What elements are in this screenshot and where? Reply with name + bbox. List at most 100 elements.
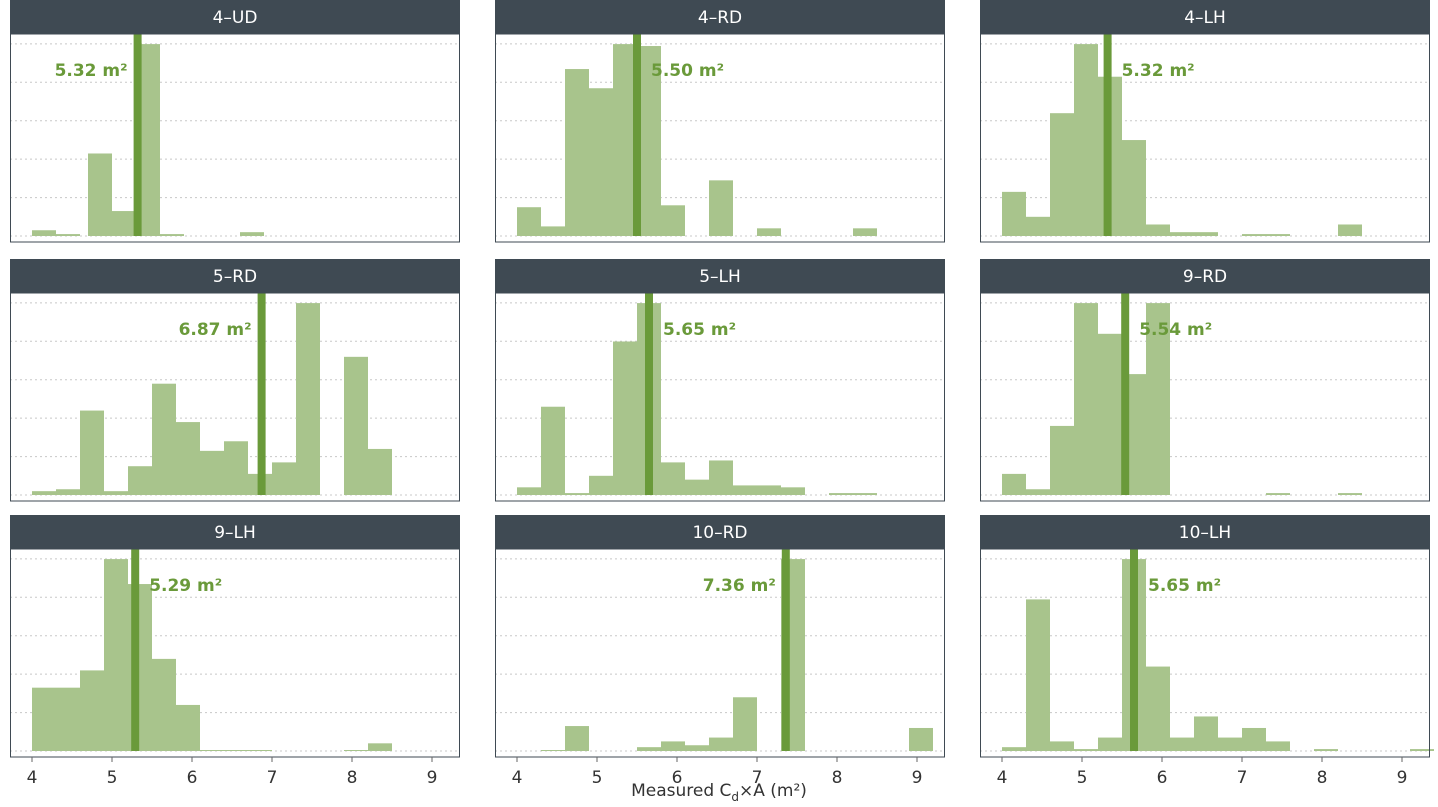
histogram-bar: [1266, 741, 1290, 751]
histogram-bar: [517, 207, 541, 236]
histogram-bar: [661, 462, 685, 495]
mean-label: 7.36 m²: [703, 576, 776, 596]
x-tick-label: 5: [592, 768, 603, 788]
panel-strip: [10, 515, 460, 549]
histogram-bar: [565, 493, 589, 495]
x-tick-label: 4: [997, 768, 1008, 788]
panel-frame: [980, 33, 1430, 243]
mean-label: 6.87 m²: [179, 320, 252, 340]
histogram-bar: [613, 341, 637, 495]
histogram-bar: [1074, 303, 1098, 495]
histogram-bar: [661, 741, 685, 751]
x-tick-label: 9: [1397, 768, 1408, 788]
x-tick-label: 5: [1077, 768, 1088, 788]
panel-4-lh: 4–LH 5.32 m²: [980, 0, 1430, 243]
histogram-bar: [1194, 232, 1218, 236]
histogram-bar: [565, 69, 589, 236]
panel-frame: [10, 548, 460, 758]
histogram-bar: [32, 491, 56, 495]
panel-10-lh: 10–LH 5.65 m²: [980, 515, 1434, 758]
histogram-bar: [1026, 216, 1050, 236]
panel-frame: [495, 292, 945, 502]
x-tick-label: 9: [427, 768, 438, 788]
histogram-bar: [152, 658, 176, 751]
histogram-bar: [1146, 303, 1170, 495]
mean-line: [1103, 34, 1112, 236]
histogram-bar: [1266, 234, 1290, 236]
x-tick-label: 9: [912, 768, 923, 788]
histogram-bar: [1002, 473, 1026, 495]
panel-4-rd: 4–RD 5.50 m²: [495, 0, 945, 243]
histogram-bar: [1074, 749, 1098, 751]
histogram-bar: [541, 750, 565, 751]
histogram-bar: [1026, 599, 1050, 751]
panel-frame: [10, 33, 460, 243]
histogram-bar: [112, 211, 136, 236]
histogram-bar: [853, 228, 877, 236]
histogram-bar: [152, 383, 176, 495]
histogram-bar: [176, 704, 200, 751]
panel-9-rd: 9–RD 5.54 m²: [980, 259, 1430, 502]
histogram-bar: [224, 750, 248, 751]
histogram-bar: [733, 697, 757, 751]
histogram-bar: [1410, 749, 1434, 751]
histogram-bar: [685, 745, 709, 751]
histogram-bar: [1338, 224, 1362, 236]
panel-strip: [495, 515, 945, 549]
histogram-bar: [56, 234, 80, 236]
panel-title: 9–RD: [1183, 267, 1227, 287]
panel-title: 4–LH: [1184, 8, 1226, 28]
panel-strip: [10, 0, 460, 34]
histogram-bar: [1242, 234, 1266, 236]
panel-strip: [10, 259, 460, 293]
mean-line: [781, 549, 790, 751]
histogram-bar: [200, 750, 224, 751]
histogram-bar: [56, 489, 80, 495]
histogram-bar: [541, 226, 565, 236]
x-tick-label: 7: [267, 768, 278, 788]
x-tick-label: 8: [1317, 768, 1328, 788]
histogram-bar: [224, 441, 248, 495]
panel-9-lh: 9–LH 5.29 m²: [10, 515, 460, 758]
x-axis-label: Measured Cd×A (m²): [631, 781, 807, 804]
histogram-bar: [733, 485, 757, 495]
histogram-bar: [1170, 737, 1194, 751]
panel-frame: [980, 548, 1430, 758]
mean-label: 5.32 m²: [55, 61, 128, 81]
histogram-bar: [709, 460, 733, 495]
histogram-bar: [80, 410, 104, 495]
histogram-bar: [829, 493, 853, 495]
panels-layer: 4–UD 5.32 m² 4–RD 5.50 m² 4–LH 5.32 m² 5–RD 6.8…: [10, 0, 1434, 758]
histogram-bar: [1122, 140, 1146, 236]
x-axis-ticks: 4 5 6 7 8 9 4 5 6 7 8 9 4 5 6 7 8 9: [27, 757, 1408, 788]
mean-line: [1130, 549, 1138, 751]
panel-title: 10–LH: [1179, 523, 1231, 543]
histogram-bar: [1146, 666, 1170, 751]
histogram-bar: [296, 303, 320, 495]
histogram-bar: [709, 737, 733, 751]
histogram-bar: [88, 153, 112, 236]
x-tick-label: 5: [107, 768, 118, 788]
histogram-bar: [104, 491, 128, 495]
histogram-bar: [661, 205, 685, 236]
histogram-bar: [565, 726, 589, 751]
mean-line: [645, 293, 653, 495]
histogram-bar: [240, 232, 264, 236]
histogram-bar: [1002, 191, 1026, 236]
panel-frame: [495, 548, 945, 758]
histogram-bar: [685, 479, 709, 495]
panel-strip: [980, 259, 1430, 293]
histogram-bar: [1026, 489, 1050, 495]
histogram-bar: [128, 466, 152, 495]
panel-10-rd: 10–RD 7.36 m²: [495, 515, 945, 758]
histogram-bar: [757, 228, 781, 236]
histogram-bar: [272, 462, 296, 495]
panel-frame: [495, 33, 945, 243]
histogram-bar: [541, 406, 565, 495]
histogram-bar: [248, 750, 272, 751]
histogram-bar: [781, 487, 805, 495]
mean-line: [1121, 293, 1130, 495]
histogram-bar: [32, 687, 56, 751]
histogram-bar: [368, 448, 392, 495]
x-tick-label: 4: [27, 768, 38, 788]
